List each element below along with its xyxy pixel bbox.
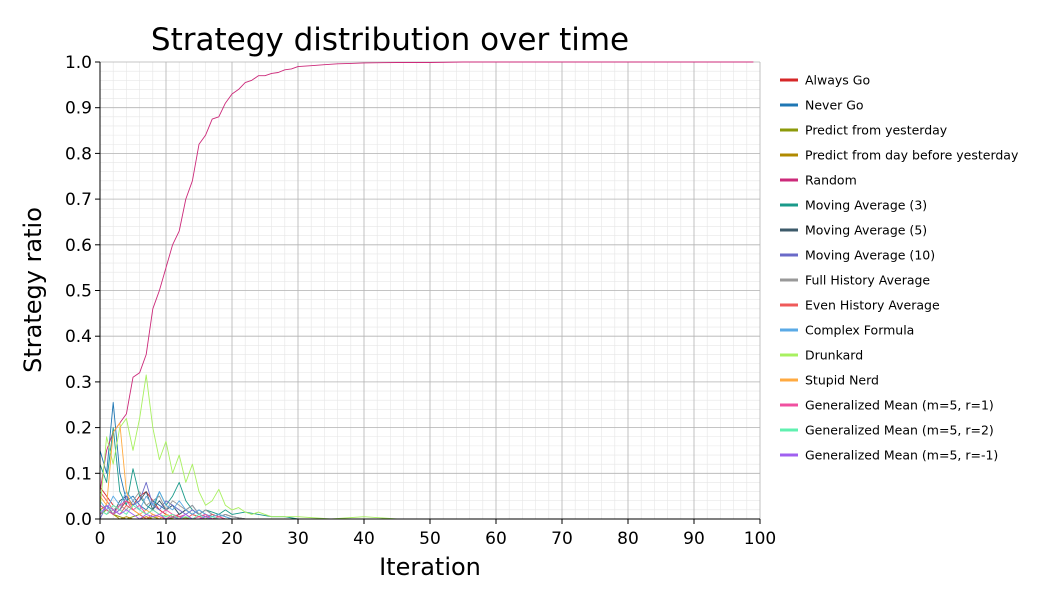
x-tick-label: 20 (221, 529, 243, 549)
y-axis-label: Strategy ratio (19, 207, 47, 373)
legend-label: Complex Formula (805, 323, 914, 338)
legend-label: Full History Average (805, 273, 930, 288)
y-tick-label: 1.0 (65, 53, 92, 73)
grid (99, 61, 761, 520)
y-tick-label: 0.2 (65, 419, 92, 439)
x-axis-label: Iteration (379, 553, 481, 581)
legend-label: Even History Average (805, 298, 940, 313)
x-tick-label: 80 (617, 529, 639, 549)
x-tick-label: 90 (683, 529, 705, 549)
series-line (99, 491, 265, 520)
legend-label: Moving Average (10) (805, 248, 935, 263)
series-line (99, 374, 463, 520)
legend-label: Generalized Mean (m=5, r=2) (805, 423, 994, 438)
legend-label: Always Go (805, 73, 870, 88)
y-tick-label: 0.1 (65, 464, 92, 484)
x-tick-label: 50 (419, 529, 441, 549)
legend-label: Moving Average (3) (805, 198, 927, 213)
legend-label: Stupid Nerd (805, 373, 879, 388)
legend-label: Moving Average (5) (805, 223, 927, 238)
x-tick-label: 70 (551, 529, 573, 549)
y-tick-label: 0.5 (65, 282, 92, 302)
y-tick-label: 0.4 (65, 327, 92, 347)
series-line (99, 61, 754, 492)
chart-title: Strategy distribution over time (151, 22, 629, 58)
x-tick-label: 10 (155, 529, 177, 549)
x-tick-label: 40 (353, 529, 375, 549)
x-tick-label: 30 (287, 529, 309, 549)
axes: 0 10 20 30 40 50 60 70 80 90 100 0.0 0.1 0.2 0.3 0.4 0.5… (65, 53, 776, 549)
y-tick-label: 0.3 (65, 373, 92, 393)
legend-label: Drunkard (805, 348, 863, 363)
y-tick-label: 0.0 (65, 510, 92, 530)
legend-label: Predict from day before yesterday (805, 148, 1019, 163)
legend-label: Generalized Mean (m=5, r=-1) (805, 448, 998, 463)
legend-label: Random (805, 173, 857, 188)
legend-label: Generalized Mean (m=5, r=1) (805, 398, 994, 413)
x-tick-label: 100 (744, 529, 776, 549)
x-tick-label: 0 (95, 529, 106, 549)
y-tick-label: 0.6 (65, 236, 92, 256)
y-tick-label: 0.7 (65, 190, 92, 210)
x-tick-label: 60 (485, 529, 507, 549)
legend-label: Never Go (805, 98, 864, 113)
y-tick-label: 0.9 (65, 99, 92, 119)
legend-label: Predict from yesterday (805, 123, 948, 138)
series-lines (99, 61, 754, 520)
y-tick-label: 0.8 (65, 144, 92, 164)
legend: Always Go Never Go Predict from yesterday P… (780, 73, 1019, 463)
